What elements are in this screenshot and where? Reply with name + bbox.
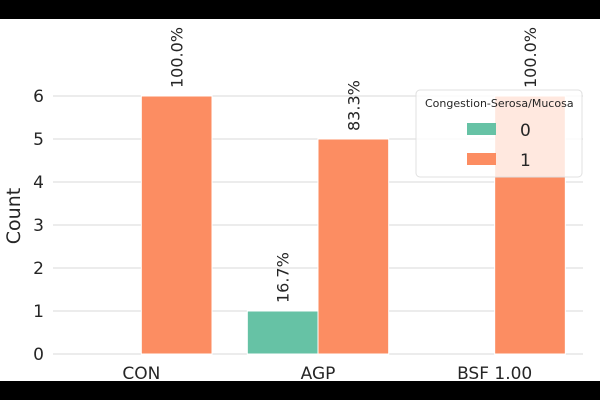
y-tick-label: 1 bbox=[33, 302, 44, 322]
x-tick-label: BSF 1.00 bbox=[457, 364, 532, 381]
bar-agp-1 bbox=[317, 138, 390, 355]
bar-con-1 bbox=[140, 95, 213, 355]
legend-swatch bbox=[467, 153, 496, 165]
legend-box bbox=[415, 89, 583, 178]
legend: Congestion-Serosa/Mucosa 0 1 bbox=[415, 89, 583, 178]
y-tick-label: 3 bbox=[33, 216, 44, 236]
x-axis: CON AGP BSF 1.00 bbox=[122, 364, 532, 381]
y-tick-label: 6 bbox=[33, 87, 44, 107]
x-tick-label: CON bbox=[122, 364, 160, 381]
bar-chart: 0 1 2 3 4 5 6 100.0% 16.7% 83.3% 100.0% CON AGP BSF… bbox=[3, 19, 583, 381]
data-label: 83.3% bbox=[344, 80, 363, 131]
y-tick-label: 0 bbox=[33, 345, 44, 365]
y-axis: 0 1 2 3 4 5 6 bbox=[33, 87, 44, 365]
bar-agp-0 bbox=[246, 310, 319, 355]
legend-title: Congestion-Serosa/Mucosa bbox=[425, 97, 574, 110]
y-axis-title: Count bbox=[3, 188, 25, 244]
legend-entry: 1 bbox=[520, 151, 531, 171]
y-tick-label: 5 bbox=[33, 130, 44, 150]
chart-area: 0 1 2 3 4 5 6 100.0% 16.7% 83.3% 100.0% CON AGP BSF… bbox=[0, 19, 600, 381]
data-label: 100.0% bbox=[168, 27, 187, 88]
legend-swatch bbox=[467, 123, 496, 135]
x-tick-label: AGP bbox=[301, 364, 336, 381]
y-tick-label: 4 bbox=[33, 173, 44, 193]
data-label: 100.0% bbox=[521, 27, 540, 88]
data-labels: 100.0% 16.7% 83.3% 100.0% bbox=[168, 27, 540, 303]
data-label: 16.7% bbox=[274, 252, 293, 303]
legend-entry: 0 bbox=[520, 121, 531, 141]
y-tick-label: 2 bbox=[33, 259, 44, 279]
